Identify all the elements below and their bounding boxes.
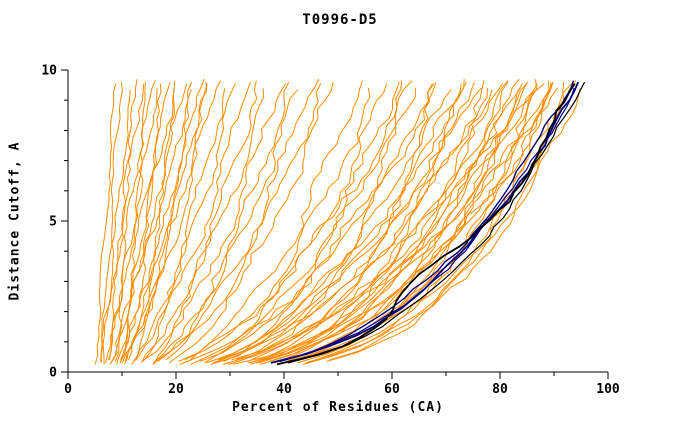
svg-text:0: 0 (64, 382, 72, 397)
svg-text:10: 10 (41, 64, 57, 79)
svg-text:0: 0 (49, 366, 57, 381)
svg-text:20: 20 (168, 382, 184, 397)
svg-text:40: 40 (276, 382, 292, 397)
svg-text:80: 80 (492, 382, 508, 397)
svg-text:60: 60 (384, 382, 400, 397)
chart-title: T0996-D5 (302, 12, 378, 28)
svg-text:5: 5 (49, 215, 57, 230)
x-axis-label: Percent of Residues (CA) (232, 400, 444, 415)
svg-text:100: 100 (596, 382, 620, 397)
